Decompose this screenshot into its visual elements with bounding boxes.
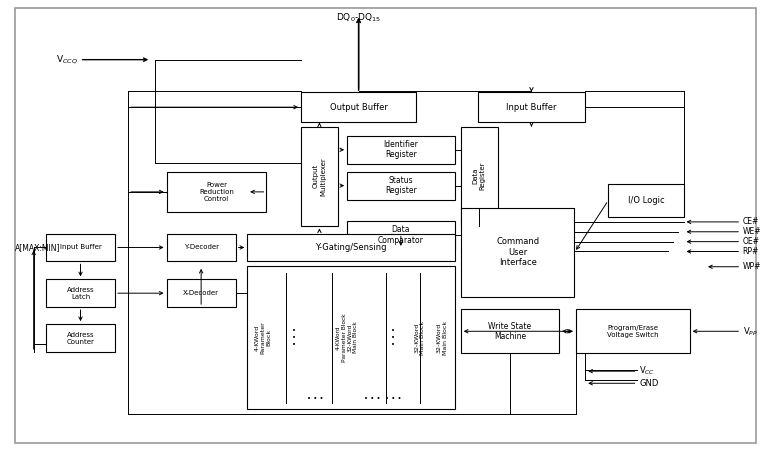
Bar (167, 172, 267, 212)
Bar (167, 279, 236, 307)
Text: Y-Decoder: Y-Decoder (183, 244, 219, 250)
Bar (247, 266, 455, 409)
Text: OE#: OE# (742, 237, 759, 246)
Text: I/O Logic: I/O Logic (628, 196, 665, 205)
Text: Input Buffer: Input Buffer (507, 103, 557, 112)
Text: V$_{CC}$: V$_{CC}$ (639, 365, 655, 377)
Text: V$_{PP}$: V$_{PP}$ (742, 325, 758, 337)
Bar (608, 184, 684, 216)
Bar (347, 136, 455, 164)
Text: Data
Comparator: Data Comparator (378, 225, 424, 244)
Text: Output
Multiplexer: Output Multiplexer (313, 157, 326, 196)
Text: CE#: CE# (742, 217, 759, 226)
Bar (301, 127, 338, 226)
Text: WE#: WE# (742, 227, 761, 236)
Text: A[MAX:MIN]: A[MAX:MIN] (15, 243, 61, 252)
Text: • • •: • • • (307, 396, 323, 402)
Text: •
•
•: • • • (292, 327, 296, 348)
Text: Power
Reduction
Control: Power Reduction Control (199, 182, 234, 202)
Text: • • •  • • •: • • • • • • (365, 396, 402, 402)
Text: Write State
Machine: Write State Machine (488, 322, 531, 341)
Text: Identifier
Register: Identifier Register (383, 140, 419, 160)
Text: X-Decoder: X-Decoder (183, 290, 219, 296)
Bar (461, 127, 497, 226)
FancyBboxPatch shape (15, 8, 756, 443)
Text: •
•
•: • • • (391, 327, 396, 348)
Text: Y-Gating/Sensing: Y-Gating/Sensing (315, 243, 387, 252)
Bar (576, 309, 690, 353)
Bar (478, 92, 585, 122)
Text: GND: GND (639, 379, 658, 388)
Bar (46, 234, 115, 262)
Text: DQ$_0$-DQ$_{15}$: DQ$_0$-DQ$_{15}$ (336, 11, 381, 24)
Text: Input Buffer: Input Buffer (59, 244, 102, 250)
Text: Output Buffer: Output Buffer (330, 103, 388, 112)
Text: Status
Register: Status Register (385, 176, 417, 195)
Bar (46, 324, 115, 352)
Bar (461, 207, 574, 297)
Text: 32-KWord
Main Block: 32-KWord Main Block (437, 321, 448, 354)
Bar (347, 221, 455, 249)
Bar (46, 279, 115, 307)
Text: 32-KWord
Main Block: 32-KWord Main Block (415, 321, 426, 354)
Text: WP#: WP# (742, 262, 761, 271)
Text: Data
Register: Data Register (473, 162, 486, 190)
Text: Command
User
Interface: Command User Interface (496, 238, 539, 267)
Text: Address
Counter: Address Counter (66, 331, 95, 345)
Text: 4-KWord
Parameter Block
32-KWord
Main Block: 4-KWord Parameter Block 32-KWord Main Bl… (336, 313, 359, 362)
Bar (461, 309, 559, 353)
Text: 4-KWord
Parameter
Block: 4-KWord Parameter Block (254, 321, 271, 354)
Text: Address
Latch: Address Latch (67, 287, 94, 299)
Text: RP#: RP# (742, 247, 759, 256)
Text: V$_{CCQ}$: V$_{CCQ}$ (56, 53, 78, 66)
Bar (301, 92, 416, 122)
Text: Program/Erase
Voltage Switch: Program/Erase Voltage Switch (607, 325, 658, 338)
Bar (247, 234, 455, 262)
Bar (167, 234, 236, 262)
Bar (347, 172, 455, 199)
